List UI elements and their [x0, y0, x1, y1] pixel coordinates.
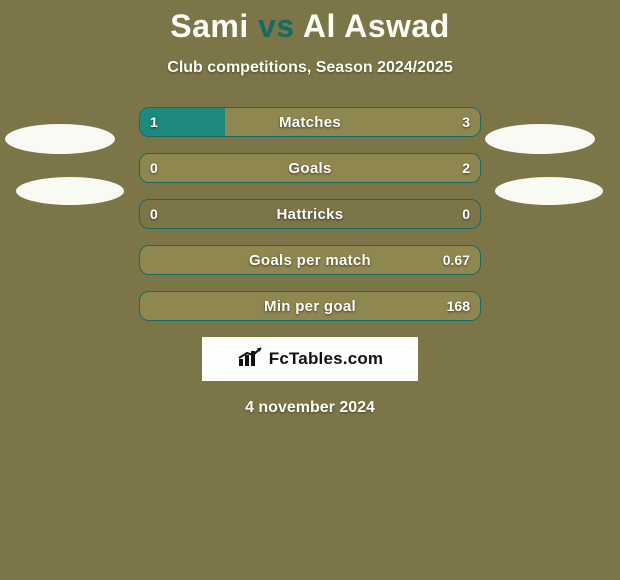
stat-row: Goals per match0.67	[139, 245, 481, 275]
stat-row: 1Matches3	[139, 107, 481, 137]
decorative-ellipse	[495, 177, 603, 205]
stat-value-right: 0	[462, 200, 470, 228]
chart-icon	[237, 346, 263, 373]
stat-value-right: 3	[462, 108, 470, 136]
subtitle: Club competitions, Season 2024/2025	[0, 59, 620, 77]
decorative-ellipse	[485, 124, 595, 154]
title-player1: Sami	[170, 8, 248, 44]
stat-row: 0Goals2	[139, 153, 481, 183]
title-player2: Al Aswad	[303, 8, 450, 44]
stat-value-right: 168	[447, 292, 470, 320]
stat-label: Hattricks	[140, 200, 480, 228]
stat-row: Min per goal168	[139, 291, 481, 321]
stat-row: 0Hattricks0	[139, 199, 481, 229]
stat-value-right: 2	[462, 154, 470, 182]
page-title: Sami vs Al Aswad	[0, 0, 620, 45]
stat-rows: 1Matches30Goals20Hattricks0Goals per mat…	[139, 107, 481, 321]
decorative-ellipse	[5, 124, 115, 154]
title-vs: vs	[258, 8, 295, 44]
comparison-stage: 1Matches30Goals20Hattricks0Goals per mat…	[0, 107, 620, 321]
date-label: 4 november 2024	[0, 399, 620, 417]
stat-label: Matches	[140, 108, 480, 136]
decorative-ellipse	[16, 177, 124, 205]
stat-label: Min per goal	[140, 292, 480, 320]
stat-label: Goals per match	[140, 246, 480, 274]
stat-label: Goals	[140, 154, 480, 182]
stat-value-right: 0.67	[443, 246, 470, 274]
brand-text: FcTables.com	[269, 349, 384, 369]
brand-badge: FcTables.com	[202, 337, 418, 381]
